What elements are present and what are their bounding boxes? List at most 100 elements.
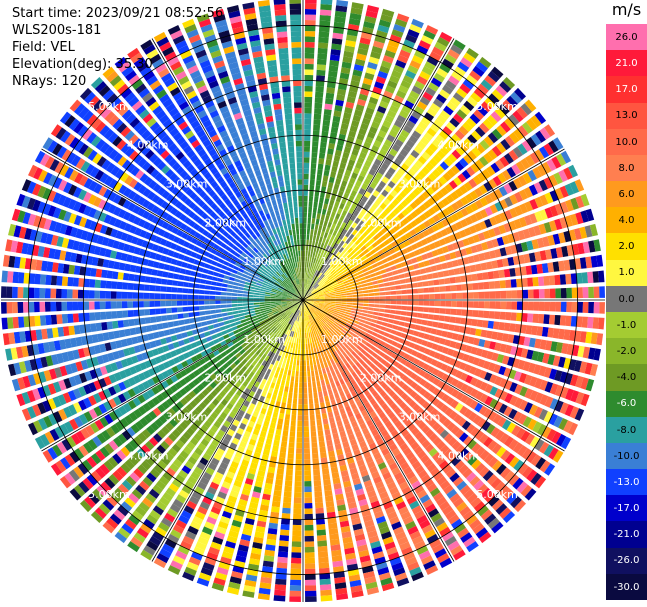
range-gate	[459, 266, 466, 274]
range-gate	[393, 567, 406, 577]
range-gate	[372, 315, 379, 320]
range-gate	[465, 216, 473, 226]
range-gate	[317, 540, 328, 547]
range-gate	[351, 350, 357, 357]
range-gate	[372, 190, 380, 198]
range-gate	[86, 474, 98, 486]
range-gate	[343, 400, 350, 408]
range-gate	[266, 392, 272, 399]
range-gate	[162, 471, 173, 482]
range-gate	[579, 226, 588, 239]
range-gate	[519, 203, 528, 214]
range-gate	[473, 501, 486, 513]
range-gate	[419, 268, 427, 275]
range-gate	[451, 388, 460, 398]
range-gate	[454, 66, 466, 77]
range-gate	[588, 302, 594, 314]
range-gate	[398, 85, 409, 94]
range-gate	[433, 279, 440, 286]
range-gate	[375, 561, 388, 570]
range-gate	[149, 293, 155, 299]
range-gate	[324, 297, 331, 299]
range-gate	[426, 251, 434, 259]
range-gate	[361, 117, 371, 126]
range-gate	[367, 348, 374, 355]
range-gate	[280, 529, 290, 536]
range-gate	[271, 500, 281, 508]
range-gate	[402, 266, 409, 273]
range-gate	[216, 566, 229, 576]
range-gate	[446, 386, 455, 395]
range-gate	[223, 476, 233, 484]
range-gate	[442, 126, 453, 136]
range-gate	[322, 276, 328, 282]
range-gate	[423, 210, 432, 219]
range-gate	[483, 453, 494, 465]
range-gate	[538, 314, 545, 324]
range-gate	[304, 568, 316, 575]
range-gate	[235, 352, 242, 359]
range-gate	[344, 169, 352, 177]
range-gate	[346, 253, 352, 260]
range-gate	[501, 169, 512, 181]
range-gate	[77, 289, 84, 299]
range-gate	[204, 305, 211, 310]
range-gate	[256, 400, 263, 408]
range-gate	[564, 183, 574, 196]
range-gate	[290, 568, 302, 575]
range-gate	[304, 129, 311, 136]
range-gate	[552, 137, 564, 150]
range-gate	[201, 388, 210, 397]
range-gate	[375, 172, 383, 180]
range-gate	[100, 481, 112, 493]
range-gate	[404, 419, 413, 428]
range-gate	[389, 75, 400, 84]
range-gate	[199, 531, 211, 541]
range-gate	[358, 373, 365, 380]
range-gate	[548, 140, 559, 153]
range-gate	[534, 251, 542, 262]
range-gate	[480, 509, 493, 521]
range-gate	[44, 431, 55, 444]
range-gate	[121, 523, 134, 535]
range-gate	[454, 402, 464, 412]
range-gate	[354, 58, 366, 67]
range-gate	[322, 418, 329, 425]
range-gate	[293, 343, 296, 349]
range-gate	[247, 443, 255, 452]
range-gate	[344, 285, 351, 289]
range-gate	[98, 403, 108, 414]
range-gate	[538, 289, 545, 299]
range-gate	[313, 330, 317, 337]
range-gate	[345, 362, 351, 369]
range-gate	[333, 236, 339, 243]
range-gate	[296, 304, 300, 309]
range-gate	[335, 342, 341, 349]
range-gate	[381, 496, 391, 505]
range-gate	[341, 475, 351, 483]
range-gate	[369, 223, 377, 230]
range-gate	[560, 288, 567, 299]
range-gate	[528, 184, 538, 196]
range-gate	[399, 49, 411, 59]
range-gate	[293, 392, 298, 399]
range-gate	[377, 344, 384, 351]
range-gate	[389, 557, 402, 566]
range-gate	[326, 313, 332, 318]
range-gate	[351, 443, 359, 452]
range-gate	[322, 286, 328, 290]
range-gate	[389, 281, 396, 286]
range-gate	[379, 296, 386, 300]
range-gate	[319, 313, 325, 319]
range-gate	[86, 456, 97, 468]
range-gate	[271, 506, 280, 513]
range-gate	[243, 387, 251, 395]
range-gate	[254, 332, 261, 338]
range-gate	[352, 408, 360, 415]
range-gate	[381, 60, 392, 69]
range-gate	[309, 354, 312, 360]
range-gate	[358, 93, 368, 102]
range-gate	[327, 311, 333, 315]
range-gate	[266, 472, 275, 479]
range-gate	[314, 491, 323, 498]
